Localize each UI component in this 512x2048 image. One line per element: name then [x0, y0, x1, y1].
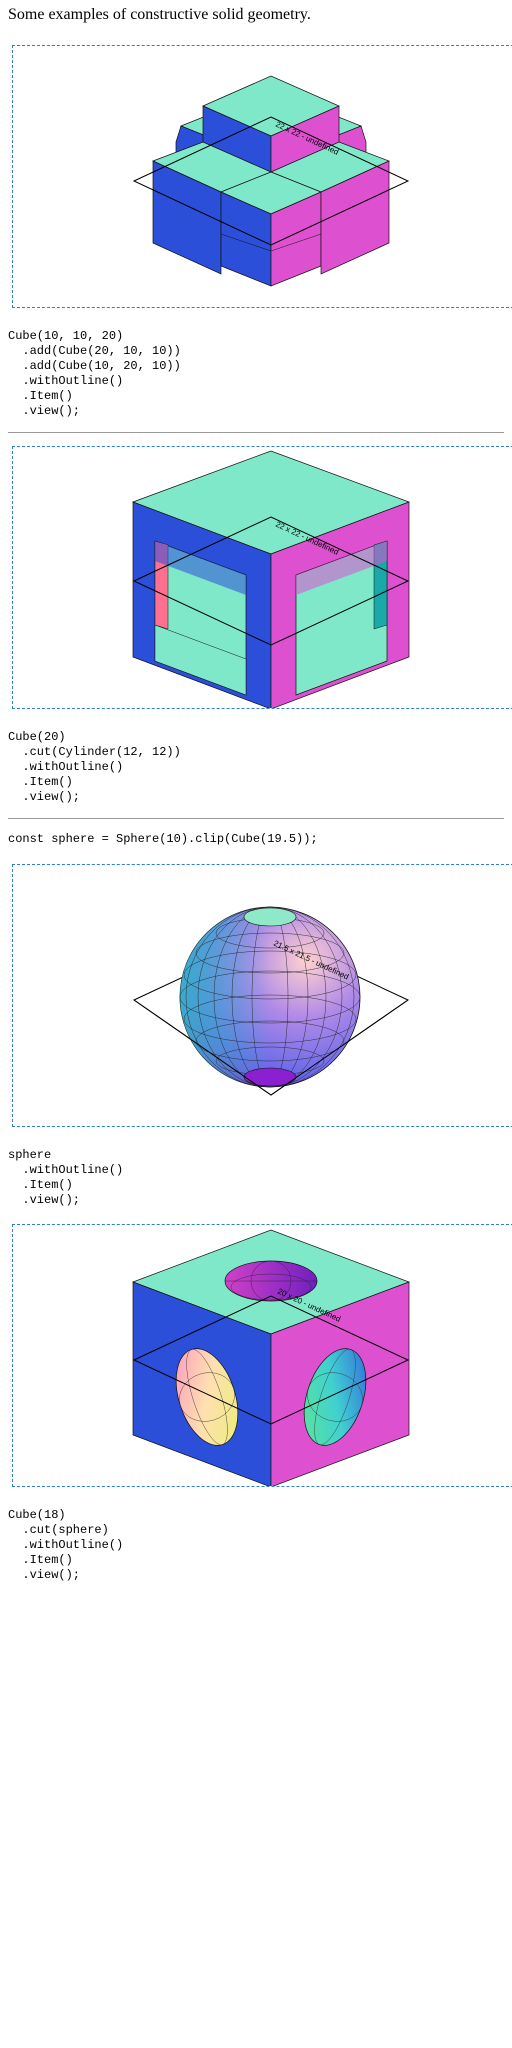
code-example-4: Cube(18) .cut(sphere) .withOutline() .It… — [8, 1508, 123, 1583]
code-line: .withOutline() — [8, 374, 123, 388]
code-line: Cube(18) — [8, 1508, 66, 1522]
code-line: .view(); — [8, 790, 80, 804]
code-line: .cut(Cylinder(12, 12)) — [8, 745, 181, 759]
page-intro: Some examples of constructive solid geom… — [8, 6, 311, 24]
render-sphere: 21.5 x 21.5 - undefined — [13, 865, 512, 1126]
code-example-2: Cube(20) .cut(Cylinder(12, 12)) .withOut… — [8, 730, 181, 805]
code-line: .cut(sphere) — [8, 1523, 109, 1537]
code-line: Cube(20) — [8, 730, 66, 744]
viewer-cube-sphere-cut[interactable]: 20 x 20 - undefined — [12, 1224, 512, 1487]
render-cross-union: 22 x 22 - undefined — [13, 46, 512, 307]
section-divider — [8, 818, 504, 819]
code-line: .add(Cube(20, 10, 10)) — [8, 344, 181, 358]
code-line: .withOutline() — [8, 1538, 123, 1552]
code-line: .view(); — [8, 404, 80, 418]
code-line: .withOutline() — [8, 1163, 123, 1177]
code-line: .Item() — [8, 775, 73, 789]
viewer-sphere[interactable]: 21.5 x 21.5 - undefined — [12, 864, 512, 1127]
render-cube-cylinder: 22 x 22 - undefined — [13, 447, 512, 708]
sphere-clip-top — [244, 908, 296, 926]
viewer-cross-union[interactable]: 22 x 22 - undefined — [12, 45, 512, 308]
code-line: .Item() — [8, 389, 73, 403]
viewer-cube-cylinder[interactable]: 22 x 22 - undefined — [12, 446, 512, 709]
code-example-3: sphere .withOutline() .Item() .view(); — [8, 1148, 123, 1208]
code-example-1: Cube(10, 10, 20) .add(Cube(20, 10, 10)) … — [8, 329, 181, 419]
code-line: sphere — [8, 1148, 51, 1162]
render-cube-sphere-cut: 20 x 20 - undefined — [13, 1225, 512, 1486]
code-line: .withOutline() — [8, 760, 123, 774]
code-line: .Item() — [8, 1553, 73, 1567]
code-line: Cube(10, 10, 20) — [8, 329, 123, 343]
sphere-definition: const sphere = Sphere(10).clip(Cube(19.5… — [8, 832, 318, 847]
code-line: .Item() — [8, 1178, 73, 1192]
code-line: .view(); — [8, 1193, 80, 1207]
code-line: .add(Cube(10, 20, 10)) — [8, 359, 181, 373]
code-line: .view(); — [8, 1568, 80, 1582]
section-divider — [8, 432, 504, 433]
